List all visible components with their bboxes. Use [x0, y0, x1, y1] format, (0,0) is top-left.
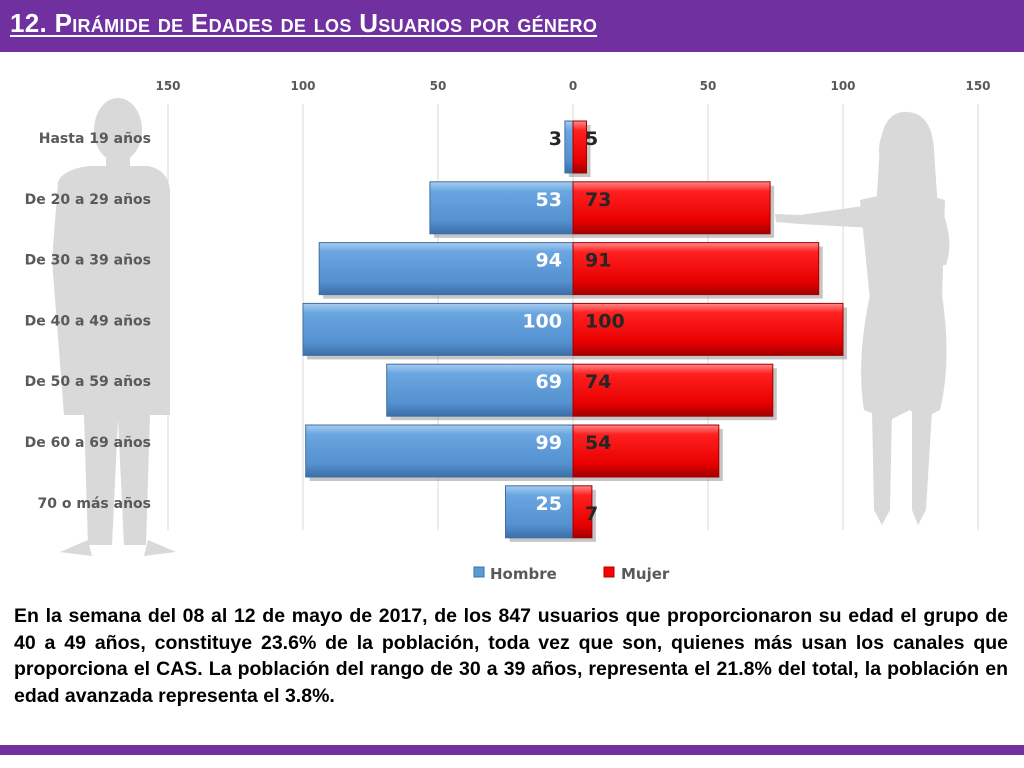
data-label-mujer: 74 [585, 371, 611, 393]
bar-hombre [429, 181, 574, 235]
category-label: De 20 a 29 años [25, 192, 151, 208]
category-label: De 40 a 49 años [25, 313, 151, 329]
data-label-hombre: 25 [536, 493, 562, 515]
bar-mujer [572, 363, 774, 417]
man-silhouette-icon [52, 98, 176, 556]
data-label-hombre: 53 [536, 189, 562, 211]
x-tick-label: 0 [569, 79, 577, 93]
bar-hombre [564, 120, 574, 174]
bar-mujer [572, 485, 593, 539]
data-label-hombre: 100 [522, 310, 562, 332]
bar-mujer [572, 242, 820, 296]
legend-swatch-mujer [603, 566, 615, 578]
summary-paragraph: En la semana del 08 al 12 de mayo de 201… [14, 605, 1008, 707]
category-label: De 50 a 59 años [25, 374, 151, 390]
legend-label-mujer: Mujer [621, 565, 670, 583]
category-label: Hasta 19 años [39, 131, 151, 147]
bar-hombre [305, 424, 574, 478]
data-label-mujer: 7 [585, 503, 598, 525]
x-tick-label: 100 [830, 79, 855, 93]
data-label-mujer: 100 [585, 310, 625, 332]
data-label-hombre: 3 [549, 128, 562, 150]
x-tick-label: 150 [155, 79, 180, 93]
x-tick-label: 100 [290, 79, 315, 93]
category-label: De 60 a 69 años [25, 435, 151, 451]
bar-mujer [572, 302, 844, 356]
x-tick-label: 150 [965, 79, 990, 93]
x-tick-label: 50 [700, 79, 717, 93]
footer-bar [0, 745, 1024, 755]
bar-mujer [572, 424, 720, 478]
data-label-mujer: 54 [585, 432, 611, 454]
bar-mujer [572, 120, 587, 174]
woman-silhouette-icon [775, 111, 950, 525]
legend-label-hombre: Hombre [490, 565, 557, 583]
population-pyramid-chart: 150 100 50 0 50 100 150 Hasta 19 años De 20 a 2… [25, 79, 991, 583]
bar-hombre [302, 302, 574, 356]
legend-swatch-hombre [473, 566, 485, 578]
title-bar: 12. Pirámide de Edades de los Usuarios p… [0, 0, 1024, 52]
data-label-mujer: 73 [585, 189, 611, 211]
data-label-hombre: 94 [536, 250, 562, 272]
page-title: 12. Pirámide de Edades de los Usuarios p… [10, 8, 598, 38]
data-label-mujer: 91 [585, 250, 611, 272]
category-label: 70 o más años [38, 496, 151, 512]
bar-hombre [318, 242, 574, 296]
bar-hombre [386, 363, 574, 417]
x-tick-label: 50 [430, 79, 447, 93]
category-label: De 30 a 39 años [25, 253, 151, 269]
data-label-hombre: 99 [536, 432, 562, 454]
bar-hombre [505, 485, 574, 539]
data-label-hombre: 69 [536, 371, 562, 393]
data-label-mujer: 5 [585, 128, 598, 150]
bar-mujer [572, 181, 771, 235]
